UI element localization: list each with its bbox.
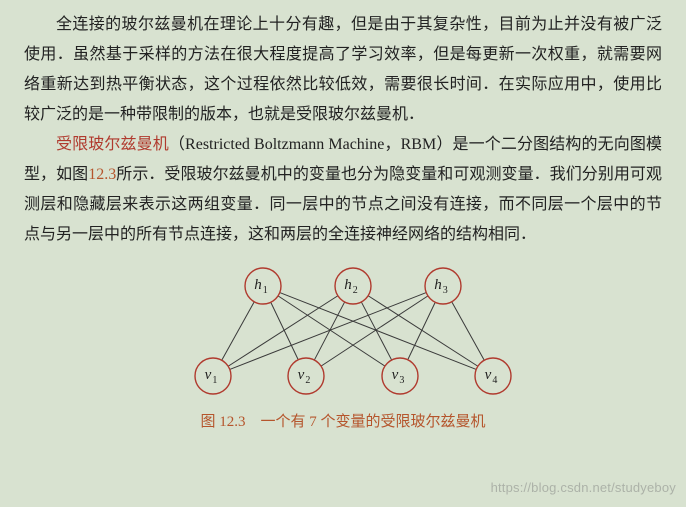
fig-ref-12-3: 12.3 xyxy=(88,166,116,183)
figure-caption: 图 12.3 一个有 7 个变量的受限玻尔兹曼机 xyxy=(200,410,485,431)
edge-h1-v1 xyxy=(222,302,255,361)
edge-h3-v2 xyxy=(321,296,428,366)
edge-h2-v4 xyxy=(368,296,478,367)
figure-12-3: h1h2h3v1v2v3v4 图 12.3 一个有 7 个变量的受限玻尔兹曼机 xyxy=(24,256,662,431)
edge-h2-v2 xyxy=(314,302,344,360)
paragraph-1: 全连接的玻尔兹曼机在理论上十分有趣，但是由于其复杂性，目前为止并没有被广泛使用．… xyxy=(24,10,662,130)
edge-h1-v3 xyxy=(278,296,385,366)
edge-h1-v2 xyxy=(271,302,298,360)
term-rbm: 受限玻尔兹曼机 xyxy=(56,136,169,153)
caption-prefix: 图 12.3 xyxy=(200,414,260,430)
p2-latin: Restricted Boltzmann Machine，RBM xyxy=(185,136,436,153)
page: 全连接的玻尔兹曼机在理论上十分有趣，但是由于其复杂性，目前为止并没有被广泛使用．… xyxy=(0,0,686,507)
edge-h2-v1 xyxy=(228,296,338,367)
edge-h3-v3 xyxy=(408,302,435,360)
p2-rest1: （ xyxy=(169,136,185,153)
edge-h3-v4 xyxy=(452,302,485,361)
paragraph-2: 受限玻尔兹曼机（Restricted Boltzmann Machine，RBM… xyxy=(24,130,662,250)
watermark: https://blog.csdn.net/studyeboy xyxy=(491,480,676,495)
caption-text: 一个有 7 个变量的受限玻尔兹曼机 xyxy=(261,414,486,430)
rbm-diagram: h1h2h3v1v2v3v4 xyxy=(153,256,533,406)
p2-rest3: 所示．受限玻尔兹曼机中的变量也分为隐变量和可观测变量．我们分别用可观测层和隐藏层… xyxy=(24,166,662,243)
edge-h2-v3 xyxy=(361,302,391,360)
